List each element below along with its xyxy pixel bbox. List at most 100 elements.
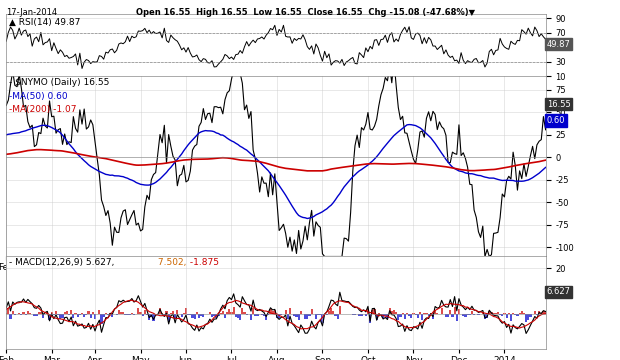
Bar [244, 311, 246, 314]
Bar [376, 314, 378, 320]
Bar [527, 314, 529, 320]
Bar [484, 314, 486, 319]
Bar [172, 311, 174, 314]
Bar [505, 314, 508, 318]
Bar [285, 310, 286, 314]
Bar [512, 313, 514, 314]
Bar [289, 308, 291, 314]
Bar [53, 314, 55, 315]
Bar [267, 314, 270, 315]
Bar [339, 306, 341, 314]
Bar [308, 314, 311, 316]
Bar [321, 314, 324, 323]
Bar [79, 314, 81, 315]
Bar [458, 309, 460, 314]
Text: 16.55: 16.55 [547, 100, 570, 109]
Bar [163, 314, 166, 316]
Bar [521, 311, 523, 314]
Bar [60, 314, 61, 319]
Bar [423, 313, 425, 314]
Bar [542, 311, 544, 314]
Bar [360, 314, 363, 316]
Text: -1.875: -1.875 [187, 258, 219, 267]
Bar [306, 314, 308, 319]
Bar [280, 314, 282, 315]
Bar [503, 313, 505, 314]
Bar [100, 314, 102, 324]
Bar [185, 308, 187, 314]
Bar [367, 309, 369, 314]
Bar [434, 310, 436, 314]
Bar [399, 314, 402, 317]
Bar [272, 311, 274, 314]
Bar [330, 308, 332, 314]
Bar [286, 314, 289, 319]
Bar [38, 312, 40, 314]
Bar [518, 313, 521, 314]
Bar [94, 314, 96, 319]
Bar [126, 314, 128, 315]
Bar [369, 314, 371, 323]
Bar [471, 311, 473, 314]
Bar [421, 314, 423, 320]
Text: - MACD(12,26,9) 5.627,: - MACD(12,26,9) 5.627, [9, 258, 114, 267]
Bar [7, 308, 9, 314]
Bar [510, 314, 512, 321]
Bar [404, 314, 406, 319]
Bar [196, 312, 198, 314]
Bar [20, 314, 22, 315]
Bar [9, 314, 12, 319]
Bar [209, 311, 211, 314]
Bar [12, 311, 14, 314]
Bar [274, 310, 276, 314]
Text: 0.60: 0.60 [547, 116, 565, 125]
Bar [365, 314, 367, 316]
Bar [490, 312, 492, 314]
Bar [226, 311, 228, 314]
Bar [70, 310, 73, 314]
Bar [534, 311, 536, 314]
Text: 6.627: 6.627 [547, 287, 570, 296]
Bar [200, 314, 202, 316]
Bar [298, 314, 299, 320]
Bar [176, 310, 179, 314]
Bar [51, 312, 53, 314]
Bar [120, 312, 122, 314]
Bar [235, 314, 237, 317]
Bar [105, 313, 107, 314]
Bar [445, 314, 447, 317]
Bar [222, 311, 224, 314]
Bar [174, 314, 176, 319]
Bar [40, 312, 42, 314]
Bar [232, 307, 235, 314]
Bar [198, 314, 200, 319]
Bar [166, 311, 167, 314]
Bar [254, 314, 257, 316]
Bar [81, 313, 83, 314]
Bar [540, 313, 542, 314]
Bar [536, 314, 538, 315]
Bar [14, 314, 16, 315]
Bar [473, 314, 475, 315]
Bar [270, 309, 272, 314]
Bar [215, 314, 218, 318]
Text: -MA(200) -1.07: -MA(200) -1.07 [9, 105, 76, 114]
Bar [64, 312, 66, 314]
Bar [109, 312, 111, 314]
Bar [419, 312, 421, 314]
Bar [87, 311, 90, 314]
Bar [462, 314, 464, 316]
Bar [148, 314, 150, 320]
Bar [371, 310, 373, 314]
Bar [386, 314, 389, 318]
Bar [544, 312, 547, 314]
Bar [436, 313, 438, 314]
Bar [393, 310, 395, 314]
Bar [501, 314, 503, 316]
Bar [219, 313, 222, 314]
Bar [153, 314, 154, 321]
Bar [417, 314, 419, 318]
Bar [133, 314, 135, 315]
Bar [477, 314, 479, 315]
Bar [447, 314, 450, 317]
